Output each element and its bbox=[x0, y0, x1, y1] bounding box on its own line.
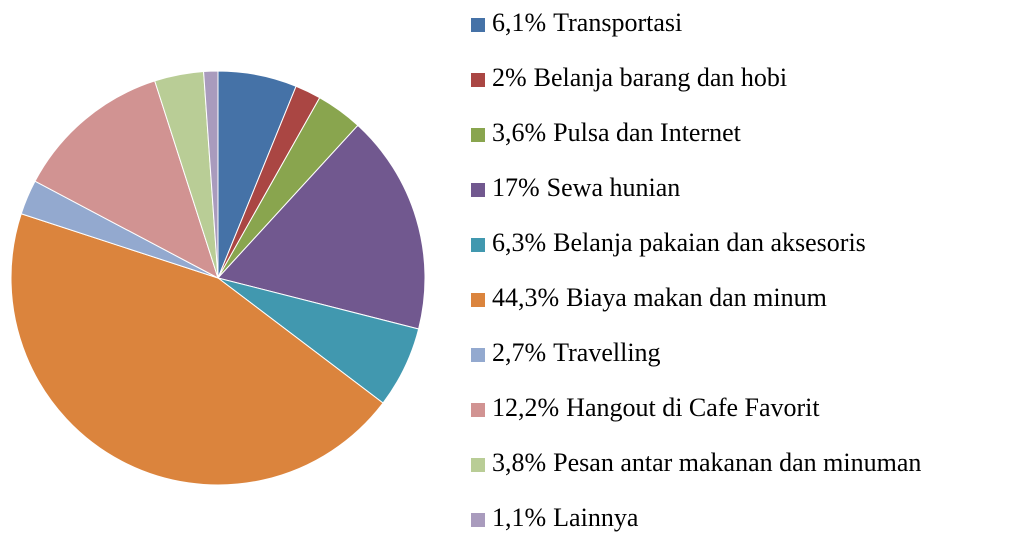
legend-category: Pesan antar makanan dan minuman bbox=[553, 448, 921, 477]
legend-swatch bbox=[471, 18, 485, 32]
legend-category: Hangout di Cafe Favorit bbox=[566, 393, 820, 422]
legend-value: 17% bbox=[492, 173, 540, 202]
legend-label: 1,1% Lainnya bbox=[492, 503, 639, 532]
legend-label: 6,1% Transportasi bbox=[492, 8, 682, 37]
legend-swatch bbox=[471, 458, 485, 472]
legend-value: 2,7% bbox=[492, 338, 546, 367]
legend-category: Belanja barang dan hobi bbox=[534, 63, 787, 92]
legend-value: 2% bbox=[492, 63, 527, 92]
pie-slice bbox=[217, 124, 426, 330]
legend-value: 1,1% bbox=[492, 503, 546, 532]
legend-category: Sewa hunian bbox=[547, 173, 681, 202]
legend-label: 6,3% Belanja pakaian dan aksesoris bbox=[492, 228, 866, 257]
legend-value: 3,6% bbox=[492, 118, 546, 147]
legend-swatch bbox=[471, 183, 485, 197]
legend-value: 12,2% bbox=[492, 393, 559, 422]
legend-value: 3,8% bbox=[492, 448, 546, 477]
legend-label: 3,8% Pesan antar makanan dan minuman bbox=[492, 448, 921, 477]
pie-slice bbox=[34, 80, 219, 280]
legend-swatch bbox=[471, 513, 485, 527]
pie-slice bbox=[203, 70, 219, 279]
legend-swatch bbox=[471, 128, 485, 142]
legend-swatch bbox=[471, 73, 485, 87]
legend-value: 44,3% bbox=[492, 283, 559, 312]
legend-label: 44,3% Biaya makan dan minum bbox=[492, 283, 827, 312]
legend-swatch bbox=[471, 238, 485, 252]
legend-category: Biaya makan dan minum bbox=[566, 283, 827, 312]
legend-value: 6,3% bbox=[492, 228, 546, 257]
legend-category: Transportasi bbox=[553, 8, 682, 37]
legend-label: 3,6% Pulsa dan Internet bbox=[492, 118, 742, 147]
legend-swatch bbox=[471, 403, 485, 417]
pie-slice bbox=[10, 213, 384, 486]
legend-label: 17% Sewa hunian bbox=[492, 173, 680, 202]
legend-swatch bbox=[471, 348, 485, 362]
legend-category: Travelling bbox=[553, 338, 660, 367]
legend-value: 6,1% bbox=[492, 8, 546, 37]
legend-label: 2% Belanja barang dan hobi bbox=[492, 63, 787, 92]
legend-category: Lainnya bbox=[553, 503, 639, 532]
legend-label: 12,2% Hangout di Cafe Favorit bbox=[492, 393, 820, 422]
legend-category: Pulsa dan Internet bbox=[553, 118, 742, 147]
legend-swatch bbox=[471, 293, 485, 307]
legend-label: 2,7% Travelling bbox=[492, 338, 661, 367]
legend-category: Belanja pakaian dan aksesoris bbox=[553, 228, 866, 257]
